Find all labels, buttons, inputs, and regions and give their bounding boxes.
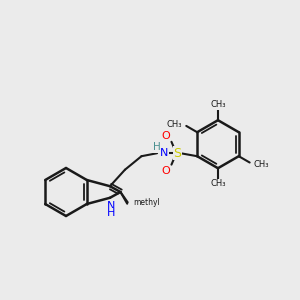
Text: H: H [107,208,116,218]
Text: CH₃: CH₃ [167,120,182,129]
Text: S: S [173,147,181,160]
Text: O: O [161,131,170,141]
Text: H: H [153,142,160,152]
Text: CH₃: CH₃ [254,160,269,169]
Text: methyl: methyl [136,198,162,207]
Text: methyl: methyl [134,198,161,207]
Text: CH₃: CH₃ [210,179,226,188]
Text: N: N [160,148,168,158]
Text: O: O [161,166,170,176]
Text: N: N [107,201,116,211]
Text: CH₃: CH₃ [210,100,226,109]
